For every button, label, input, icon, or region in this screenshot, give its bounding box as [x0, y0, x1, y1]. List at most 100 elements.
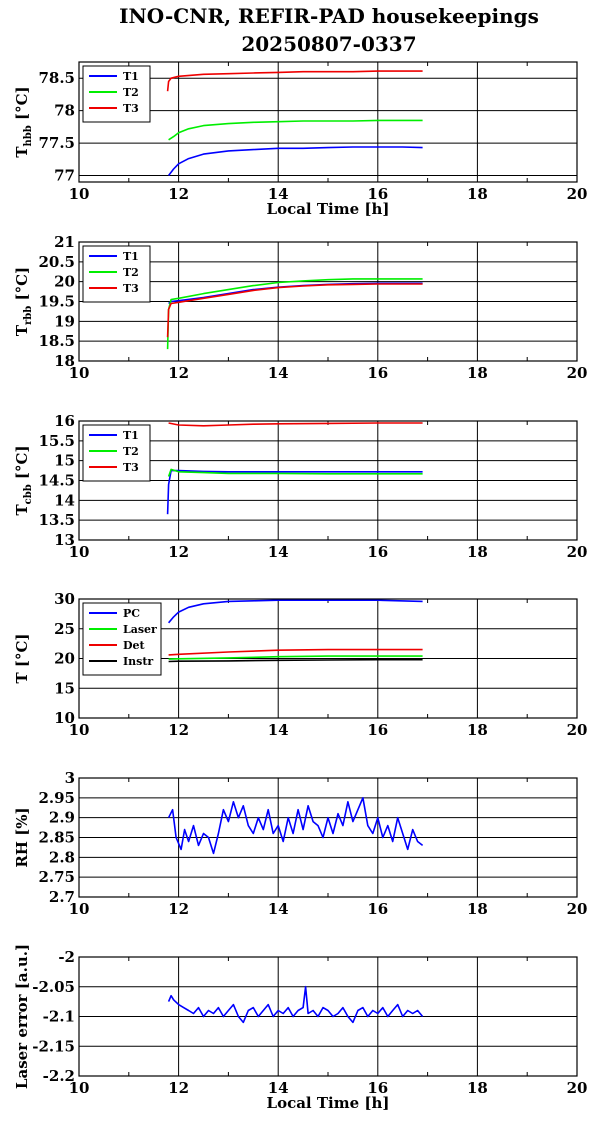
x-tick-label: 16 [367, 900, 388, 918]
legend: T1 T2 T3 [82, 245, 151, 303]
y-tick-label: 15 [54, 452, 75, 470]
y-tick-label: 77 [54, 167, 75, 185]
x-tick-label: 12 [168, 1079, 189, 1097]
chart-panel-1: 77 77.5 78 78.5 10 12 14 16 18 20 Local Time [h] Th… [13, 61, 588, 218]
series-line-1 [167, 797, 424, 855]
legend-label-t2: T2 [123, 445, 139, 458]
x-tick-label: 10 [69, 364, 90, 382]
chart-panels: 77 77.5 78 78.5 10 12 14 16 18 20 Local Time [h] Th… [13, 61, 588, 1112]
y-tick-label: -2 [58, 948, 75, 966]
series-line-t3 [166, 283, 423, 338]
legend-label-t3: T3 [123, 461, 139, 474]
y-tick-label: 13 [54, 531, 75, 549]
legend-label-t2: T2 [123, 86, 139, 99]
x-tick-label: 18 [467, 543, 488, 561]
chart-panel-6: -2.2 -2.15 -2.1 -2.05 -2 10 12 14 16 18 20 Local Ti… [13, 944, 587, 1112]
y-tick-label: 10 [54, 709, 75, 727]
y-tick-label: -2.15 [32, 1037, 75, 1055]
plot-frame [78, 61, 578, 183]
x-tick-label: 16 [367, 364, 388, 382]
x-axis-label: Local Time [h] [267, 1094, 390, 1112]
legend-box [82, 65, 151, 123]
series-line-t2 [167, 468, 423, 477]
y-tick-label: 78.5 [38, 69, 75, 87]
legend-label-t2: T2 [123, 266, 139, 279]
legend-box [82, 245, 151, 303]
x-tick-label: 18 [467, 364, 488, 382]
y-tick-label: 77.5 [38, 134, 75, 152]
chart-panel-4: 10 15 20 25 30 10 12 14 16 18 20 T [°C] PC Laser Det In… [13, 590, 587, 739]
y-tick-label: 19.5 [38, 293, 75, 311]
y-tick-label: 14 [54, 491, 75, 509]
y-axis-label: RH [%] [13, 807, 31, 867]
legend-label-t3: T3 [123, 102, 139, 115]
x-tick-label: 20 [567, 364, 588, 382]
plot-frame [78, 420, 578, 541]
x-axis-label: Local Time [h] [267, 200, 390, 218]
x-tick-label: 20 [567, 543, 588, 561]
y-tick-label: 18.5 [38, 332, 75, 350]
y-axis-label: Trbb [°C] [13, 267, 34, 336]
y-tick-label: 13.5 [38, 511, 75, 529]
x-tick-label: 12 [168, 721, 189, 739]
legend-label-t1: T1 [123, 429, 139, 442]
y-tick-label: 3 [65, 769, 75, 787]
x-tick-label: 14 [268, 900, 289, 918]
series-line-1 [167, 985, 424, 1024]
x-tick-label: 10 [69, 1079, 90, 1097]
legend-label-t1: T1 [123, 70, 139, 83]
x-tick-label: 14 [268, 1079, 289, 1097]
legend: T1 T2 T3 [82, 65, 151, 123]
x-tick-label: 10 [69, 900, 90, 918]
y-tick-label: 19 [54, 312, 75, 330]
y-tick-label: 2.85 [38, 829, 75, 847]
x-tick-label: 12 [168, 185, 189, 203]
y-tick-label: 2.9 [49, 809, 75, 827]
y-tick-label: 2.8 [49, 848, 75, 866]
y-tick-label: 30 [54, 590, 75, 608]
x-tick-label: 20 [567, 900, 588, 918]
x-tick-label: 16 [367, 185, 388, 203]
x-tick-label: 14 [268, 185, 289, 203]
legend-label-t1: T1 [123, 250, 139, 263]
x-tick-label: 10 [69, 185, 90, 203]
x-tick-label: 16 [367, 1079, 388, 1097]
plot-frame [78, 956, 578, 1077]
plot-frame [78, 241, 578, 362]
x-tick-label: 14 [268, 721, 289, 739]
figure-title-line1: INO-CNR, REFIR-PAD housekeepings [119, 4, 539, 28]
legend-box [82, 424, 151, 482]
series-line-t3 [166, 70, 423, 92]
y-tick-label: 20.5 [38, 253, 75, 271]
legend-label-det: Det [123, 639, 146, 652]
figure-title-line2: 20250807-0337 [241, 32, 416, 56]
y-tick-label: 21 [54, 233, 75, 251]
x-tick-label: 14 [268, 364, 289, 382]
x-tick-label: 12 [168, 900, 189, 918]
series-line-t1 [167, 146, 423, 176]
y-tick-label: 16 [54, 412, 75, 430]
y-tick-label: -2.1 [43, 1008, 75, 1026]
x-tick-label: 14 [268, 543, 289, 561]
series-line-det [168, 648, 423, 656]
series-line-t2 [168, 119, 423, 141]
series-line-laser [168, 655, 423, 660]
y-axis-label: Laser error [a.u.] [13, 944, 31, 1089]
series-line-instr [168, 658, 423, 663]
x-tick-label: 20 [567, 185, 588, 203]
series-line-t1 [166, 469, 423, 515]
x-tick-label: 18 [467, 185, 488, 203]
x-tick-label: 16 [367, 543, 388, 561]
plot-frame [78, 777, 578, 898]
legend-label-instr: Instr [123, 655, 153, 668]
y-axis-label: Tcbb [°C] [13, 445, 34, 515]
y-tick-label: -2.2 [43, 1067, 75, 1085]
legend-label-t3: T3 [123, 282, 139, 295]
x-tick-label: 20 [567, 1079, 588, 1097]
legend: T1 T2 T3 [82, 424, 151, 482]
chart-panel-5: 2.7 2.75 2.82.85 2.9 2.95 3 10 12 14 16 18 20 RH [%] [13, 769, 587, 918]
x-tick-label: 18 [467, 900, 488, 918]
legend: PC Laser Det Instr [82, 602, 162, 676]
